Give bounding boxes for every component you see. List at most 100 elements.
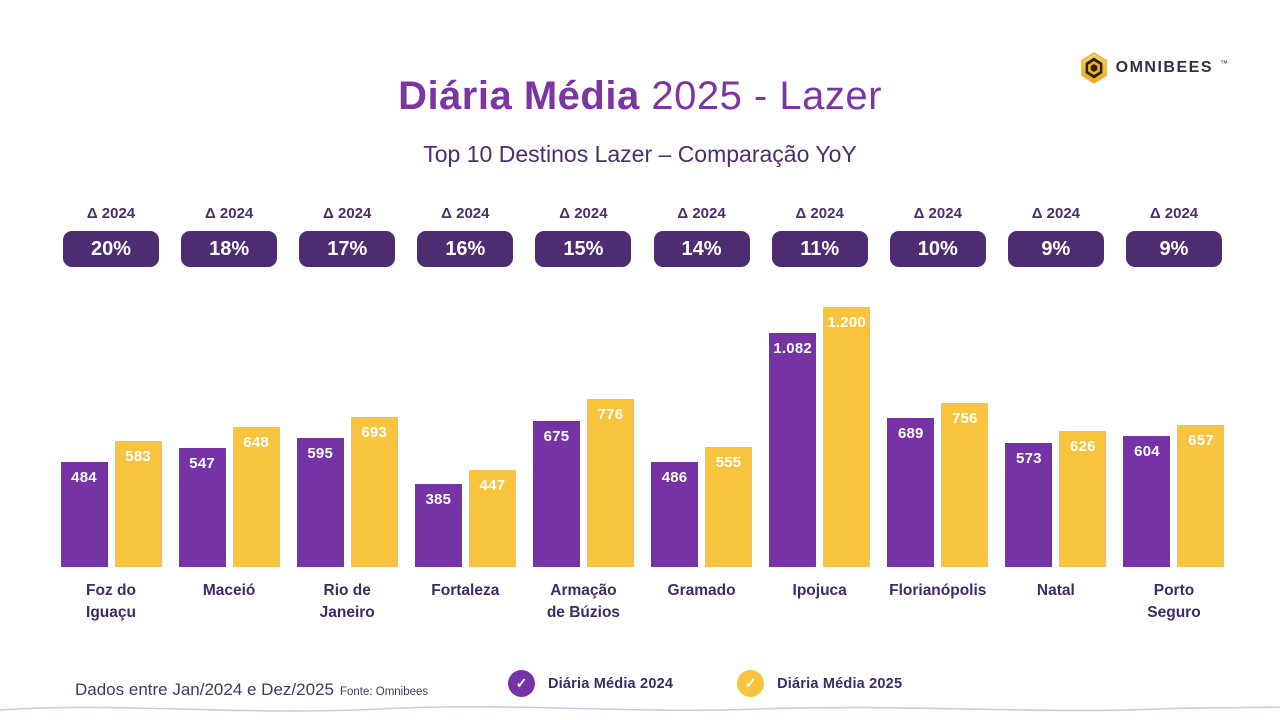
delta-year-label: Δ 2024 (323, 205, 372, 222)
bar-2024: 675 (532, 421, 580, 567)
delta-percent-badge: 14% (653, 231, 750, 267)
bar-value-2024: 547 (189, 455, 215, 472)
category-label: Ipojuca (792, 582, 847, 599)
source-text: Fonte: Omnibees (339, 686, 429, 698)
data-period-note: Dados entre Jan/2024 e Dez/2025 Fonte: Om… (75, 680, 428, 700)
bar-pair: 385 447 (414, 267, 516, 567)
chart-column: Δ 2024 9% 604 657 Porto Seguro (1121, 205, 1227, 623)
omnibees-logo: OMNIBEES ™ (1079, 52, 1228, 84)
bar-2025: 756 (941, 403, 989, 567)
bar-value-2025: 657 (1188, 432, 1214, 449)
omnibees-hexagon-icon (1080, 52, 1107, 84)
category-label: Natal (1036, 582, 1075, 599)
category-label: Foz do Iguaçu (86, 582, 136, 621)
bar-2024: 595 (296, 438, 344, 567)
delta-year-label: Δ 2024 (559, 205, 608, 222)
bar-chart: Δ 2024 20% 484 583 Foz do Iguaçu Δ 2024 … (58, 205, 1227, 623)
chart-column: Δ 2024 16% 385 447 Fortaleza (412, 205, 518, 623)
page-subtitle: Top 10 Destinos Lazer – Comparação YoY (423, 141, 857, 167)
bar-2025: 555 (705, 447, 753, 567)
bar-pair: 484 583 (60, 267, 162, 567)
bar-2024: 604 (1123, 436, 1171, 567)
bar-value-2025: 693 (361, 424, 388, 441)
chart-column: Δ 2024 17% 595 693 Rio de Janeiro (294, 205, 400, 623)
delta-year-label: Δ 2024 (441, 205, 490, 222)
bar-2025: 776 (586, 399, 634, 567)
bar-pair: 547 648 (178, 267, 280, 567)
bar-2024: 486 (651, 462, 699, 567)
category-label: Rio de Janeiro (319, 582, 375, 621)
bar-2025: 657 (1177, 425, 1225, 567)
bar-pair: 486 555 (651, 267, 753, 567)
bar-value-2025: 1.200 (827, 314, 866, 331)
bar-2025: 583 (114, 441, 162, 567)
decorative-wave (0, 705, 1280, 712)
delta-year-label: Δ 2024 (1031, 205, 1081, 222)
bar-value-2024: 484 (71, 469, 97, 486)
page-title: Diária Média 2025 - Lazer (0, 74, 1280, 119)
delta-year-label: Δ 2024 (795, 205, 844, 222)
bar-pair: 689 756 (887, 267, 989, 567)
bar-value-2024: 486 (661, 469, 688, 486)
bar-value-2024: 604 (1134, 443, 1160, 460)
category-label: Florianópolis (889, 582, 987, 599)
legend-label-2024: Diária Média 2024 (548, 675, 674, 692)
delta-percent-badge: 20% (63, 231, 159, 267)
bar-pair: 604 657 (1123, 267, 1225, 567)
category-label: Fortaleza (431, 582, 500, 599)
bar-2025: 693 (350, 417, 398, 567)
delta-year-label: Δ 2024 (204, 205, 254, 222)
title-regular-part: 2025 - Lazer (639, 74, 882, 118)
header: Diária Média 2025 - Lazer Top 10 Destino… (0, 74, 1280, 168)
chart-legend: ✓ Diária Média 2024 ✓ Diária Média 2025 (508, 670, 902, 697)
category-label: Porto Seguro (1147, 582, 1201, 621)
chart-column: Δ 2024 18% 547 648 Maceió (176, 205, 282, 623)
bar-2024: 547 (178, 448, 226, 567)
delta-year-label: Δ 2024 (1149, 205, 1199, 222)
delta-percent-badge: 18% (181, 231, 278, 267)
category-label: Gramado (667, 582, 736, 599)
bar-value-2024: 689 (897, 425, 924, 442)
legend-item-2024: ✓ Diária Média 2024 (508, 670, 673, 697)
delta-percent-badge: 16% (417, 231, 514, 267)
chart-column: Δ 2024 14% 486 555 Gramado (649, 205, 755, 623)
bar-pair: 573 626 (1005, 267, 1107, 567)
bar-2024: 573 (1005, 443, 1053, 567)
bar-value-2025: 555 (715, 454, 742, 471)
bar-2025: 447 (468, 470, 516, 567)
bar-2025: 1.200 (823, 307, 871, 567)
category-label: Maceió (202, 582, 256, 599)
bar-2024: 1.082 (769, 333, 817, 567)
bar-value-2025: 776 (597, 406, 624, 423)
bar-value-2024: 1.082 (773, 340, 812, 357)
bar-pair: 1.082 1.200 (769, 267, 871, 567)
bar-2024: 689 (887, 418, 935, 567)
bar-value-2025: 447 (479, 477, 506, 494)
logo-wordmark: OMNIBEES (1115, 59, 1213, 76)
chart-column: Δ 2024 20% 484 583 Foz do Iguaçu (58, 205, 164, 623)
bar-pair: 595 693 (296, 267, 398, 567)
bar-value-2024: 573 (1016, 450, 1042, 467)
delta-percent-badge: 11% (771, 231, 868, 267)
bar-value-2025: 626 (1070, 438, 1096, 455)
bar-value-2025: 648 (243, 434, 269, 451)
bar-value-2024: 675 (543, 428, 570, 445)
delta-percent-badge: 9% (1007, 231, 1104, 267)
chart-column: Δ 2024 15% 675 776 Armação de Búzios (530, 205, 636, 623)
check-circle-icon-2025: ✓ (737, 670, 765, 697)
bar-2025: 648 (232, 427, 280, 567)
bar-2025: 626 (1059, 431, 1107, 567)
bar-2024: 385 (414, 484, 462, 567)
legend-item-2025: ✓ Diária Média 2025 (737, 670, 902, 697)
delta-percent-badge: 15% (535, 231, 632, 267)
title-bold-part: Diária Média (398, 74, 640, 118)
bar-value-2024: 595 (307, 445, 334, 462)
logo-trademark: ™ (1220, 58, 1228, 68)
chart-column: Δ 2024 10% 689 756 Florianópolis (885, 205, 991, 623)
delta-percent-badge: 9% (1125, 231, 1222, 267)
category-label: Armação de Búzios (546, 582, 621, 621)
delta-percent-badge: 10% (889, 231, 986, 267)
delta-year-label: Δ 2024 (913, 205, 962, 222)
delta-year-label: Δ 2024 (86, 205, 136, 222)
bar-pair: 675 776 (532, 267, 634, 567)
